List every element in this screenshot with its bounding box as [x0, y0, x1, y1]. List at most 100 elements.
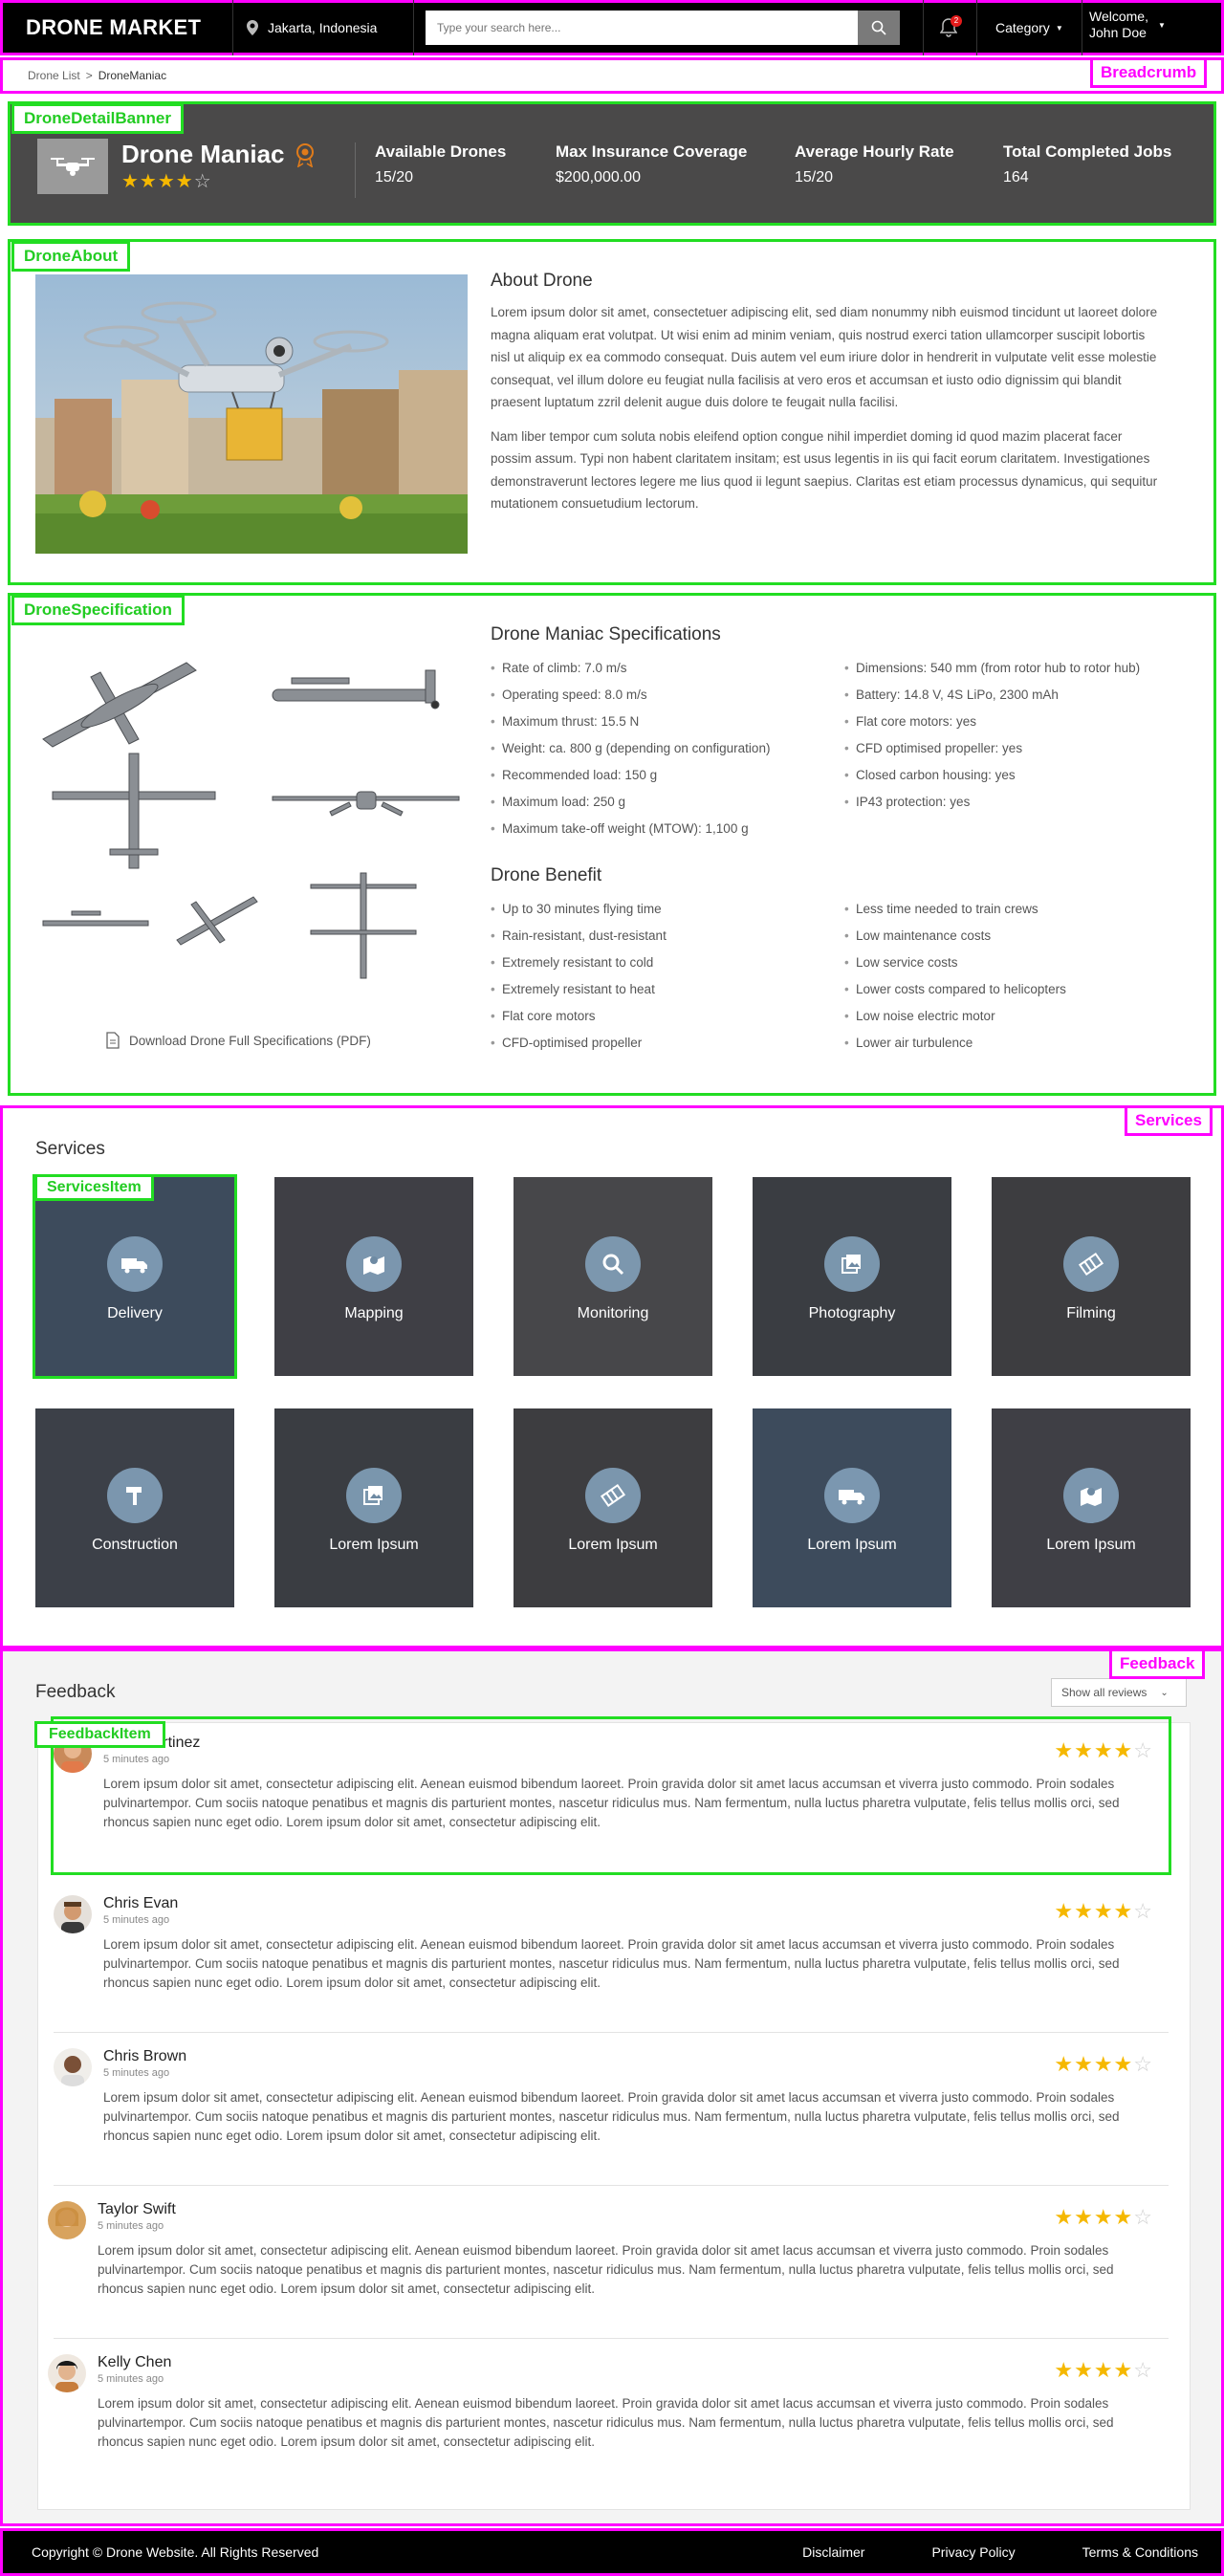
- notification-button[interactable]: 2: [939, 15, 962, 42]
- chevron-down-icon: ⌄: [1160, 1687, 1169, 1698]
- list-item: Low noise electric motor: [844, 1003, 1198, 1030]
- list-item: CFD-optimised propeller: [491, 1030, 844, 1057]
- list-item: Up to 30 minutes flying time: [491, 896, 844, 923]
- service-tile-construction[interactable]: Construction: [35, 1408, 234, 1607]
- banner-identity: Drone Maniac ★★★★☆: [37, 139, 316, 194]
- service-tile-lorem-ipsum[interactable]: Lorem Ipsum: [992, 1408, 1191, 1607]
- service-tile-mapping[interactable]: Mapping: [274, 1177, 473, 1376]
- list-item: Closed carbon housing: yes: [844, 762, 1198, 789]
- annotation-tag-banner: DroneDetailBanner: [11, 103, 184, 134]
- footer-link-disclaimer[interactable]: Disclaimer: [802, 2544, 865, 2560]
- search-icon: [585, 1236, 641, 1292]
- download-specs-link[interactable]: Download Drone Full Specifications (PDF): [106, 1032, 371, 1049]
- feedback-item: Kelly Chen 5 minutes ago ★★★★☆ Lorem ips…: [48, 2339, 1169, 2492]
- site-footer: Copyright © Drone Website. All Rights Re…: [0, 2528, 1224, 2576]
- service-tile-lorem-ipsum[interactable]: Lorem Ipsum: [753, 1408, 951, 1607]
- feedback-title: Feedback: [35, 1682, 116, 1702]
- service-label: Monitoring: [577, 1305, 649, 1321]
- service-label: Lorem Ipsum: [807, 1537, 897, 1553]
- feedback-item: Chris Brown 5 minutes ago ★★★★☆ Lorem ip…: [54, 2033, 1169, 2186]
- spec-list-right: Dimensions: 540 mm (from rotor hub to ro…: [844, 655, 1198, 842]
- list-item: Lower costs compared to helicopters: [844, 976, 1198, 1003]
- search-input[interactable]: [426, 11, 858, 45]
- service-label: Photography: [808, 1305, 896, 1321]
- about-paragraph: Nam liber tempor cum soluta nobis eleife…: [491, 428, 1158, 512]
- breadcrumb-link-drone-list[interactable]: Drone List: [28, 69, 80, 82]
- list-item: Maximum take-off weight (MTOW): 1,100 g: [491, 816, 844, 842]
- stat-value: 15/20: [795, 169, 834, 186]
- feedback-section: Feedback Show all reviews ⌄ Bella Martin…: [0, 1648, 1224, 2526]
- list-item: Flat core motors: yes: [844, 709, 1198, 735]
- about-title: About Drone: [491, 271, 593, 291]
- review-time: 5 minutes ago: [98, 2220, 164, 2232]
- site-logo[interactable]: DRONE MARKET: [26, 15, 202, 39]
- annotation-tag-about: DroneAbout: [11, 241, 131, 272]
- spec-list-left: Rate of climb: 7.0 m/s Operating speed: …: [491, 655, 844, 842]
- reviewer-name: Kelly Chen: [98, 2354, 172, 2370]
- benefit-list: Up to 30 minutes flying time Rain-resist…: [491, 896, 1198, 1057]
- caret-down-icon: ▼: [1055, 23, 1063, 33]
- footer-link-privacy-policy[interactable]: Privacy Policy: [931, 2544, 1016, 2560]
- drone-specification-section: Download Drone Full Specifications (PDF)…: [8, 593, 1216, 1096]
- review-text: Lorem ipsum dolor sit amet, consectetur …: [103, 1777, 1120, 1829]
- user-menu[interactable]: Welcome, John Doe ▼: [1089, 9, 1166, 41]
- breadcrumb-separator: >: [85, 69, 93, 82]
- service-label: Mapping: [344, 1305, 404, 1321]
- avatar: [54, 2048, 92, 2086]
- location-selector[interactable]: Jakarta, Indonesia: [233, 20, 413, 35]
- category-dropdown[interactable]: Category ▼: [982, 3, 1063, 53]
- stat-total-completed-jobs: Total Completed Jobs 164: [984, 142, 1194, 198]
- spec-text: Drone Maniac Specifications Rate of clim…: [491, 624, 1198, 1057]
- drone-name: Drone Maniac: [121, 140, 285, 168]
- stat-available-drones: Available Drones 15/20: [355, 142, 536, 198]
- review-time: 5 minutes ago: [103, 2067, 170, 2079]
- service-label: Delivery: [107, 1305, 163, 1321]
- list-item: Recommended load: 150 g: [491, 762, 844, 789]
- list-item: Low service costs: [844, 950, 1198, 976]
- breadcrumb: Drone List > DroneManiac: [0, 57, 1224, 94]
- service-label: Filming: [1066, 1305, 1116, 1321]
- service-tile-lorem-ipsum[interactable]: Lorem Ipsum: [274, 1408, 473, 1607]
- drone-thumbnail: [37, 139, 108, 194]
- stat-title: Available Drones: [375, 142, 507, 161]
- map-icon: [1063, 1468, 1119, 1523]
- review-filter-dropdown[interactable]: Show all reviews ⌄: [1051, 1678, 1187, 1707]
- review-rating: ★★★★☆: [1054, 1738, 1153, 1762]
- list-item: Maximum thrust: 15.5 N: [491, 709, 844, 735]
- location-pin-icon: [247, 20, 258, 35]
- service-tile-photography[interactable]: Photography: [753, 1177, 951, 1376]
- drone-icon: [51, 158, 95, 176]
- footer-link-terms[interactable]: Terms & Conditions: [1082, 2544, 1198, 2560]
- review-rating: ★★★★☆: [1054, 2358, 1153, 2382]
- service-label: Lorem Ipsum: [329, 1537, 419, 1553]
- list-item: Flat core motors: [491, 1003, 844, 1030]
- drone-detail-banner: Drone Maniac ★★★★☆ Available Drones 15/2…: [8, 101, 1216, 226]
- list-item: Extremely resistant to heat: [491, 976, 844, 1003]
- review-text: Lorem ipsum dolor sit amet, consectetur …: [98, 2396, 1114, 2449]
- service-tile-filming[interactable]: Filming: [992, 1177, 1191, 1376]
- list-item: Less time needed to train crews: [844, 896, 1198, 923]
- drone-photo: [35, 274, 468, 554]
- benefit-title: Drone Benefit: [491, 865, 602, 885]
- search-bar: [426, 11, 900, 45]
- list-item: IP43 protection: yes: [844, 789, 1198, 816]
- service-tile-lorem-ipsum[interactable]: Lorem Ipsum: [514, 1408, 712, 1607]
- review-time: 5 minutes ago: [103, 1914, 170, 1926]
- map-icon: [346, 1236, 402, 1292]
- divider: [232, 0, 233, 55]
- service-tile-delivery[interactable]: Delivery: [33, 1174, 237, 1379]
- annotation-tag-specification: DroneSpecification: [11, 595, 185, 625]
- welcome-text: Welcome,: [1089, 9, 1148, 24]
- service-tile-monitoring[interactable]: Monitoring: [514, 1177, 712, 1376]
- review-time: 5 minutes ago: [98, 2373, 164, 2385]
- category-label: Category: [995, 20, 1050, 35]
- caret-down-icon: ▼: [1157, 20, 1166, 30]
- review-text: Lorem ipsum dolor sit amet, consectetur …: [103, 1937, 1120, 1990]
- search-button[interactable]: [858, 11, 900, 45]
- service-label: Construction: [92, 1537, 178, 1553]
- list-item: Weight: ca. 800 g (depending on configur…: [491, 735, 844, 762]
- drone-rating: ★★★★☆: [121, 171, 212, 192]
- divider: [413, 0, 414, 55]
- list-item: Low maintenance costs: [844, 923, 1198, 950]
- spec-drone-images: [33, 634, 473, 997]
